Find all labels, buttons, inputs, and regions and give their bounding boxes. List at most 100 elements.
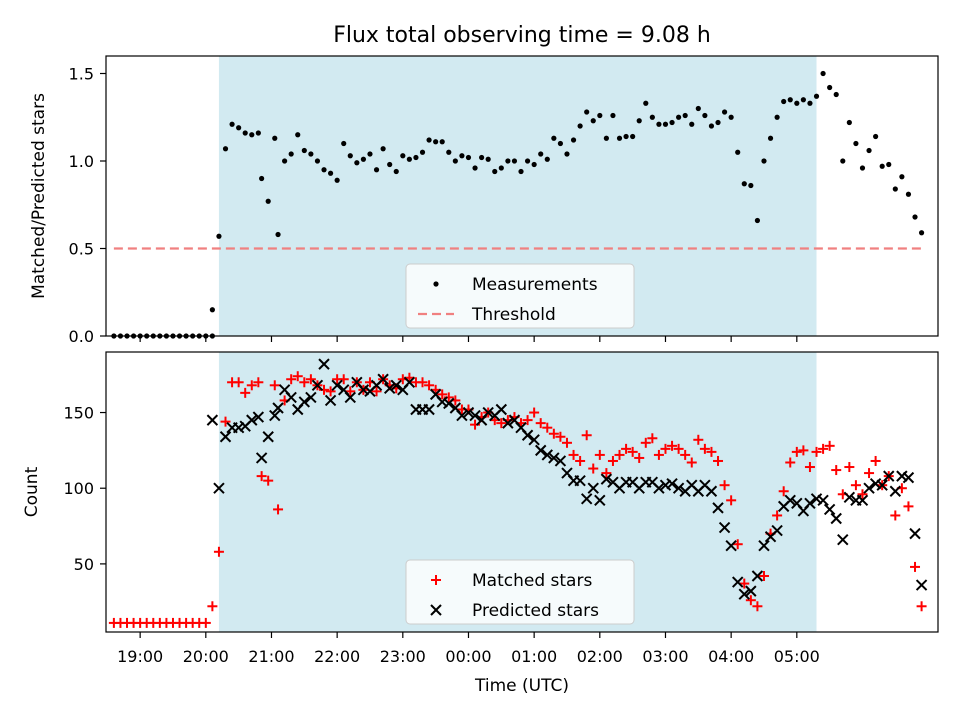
measurement-point: [406, 156, 412, 162]
measurement-point: [886, 161, 892, 168]
measurement-point: [518, 168, 524, 175]
matched-star-point: [785, 457, 796, 468]
measurement-point: [492, 168, 498, 175]
x-tick-label: 19:00: [117, 647, 163, 666]
matched-star-point: [305, 374, 316, 385]
matched-star-point: [804, 462, 815, 473]
measurement-point: [656, 121, 662, 127]
measurement-point: [879, 163, 885, 169]
measurement-point: [209, 307, 215, 313]
bottom-legend-label: Matched stars: [472, 571, 592, 591]
matched-star-point: [798, 445, 809, 456]
measurement-point: [498, 165, 504, 171]
predicted-star-point: [443, 397, 455, 410]
top-y-tick-label: 0.5: [69, 240, 94, 259]
measurement-point: [721, 109, 728, 115]
matched-star-point: [338, 374, 349, 385]
measurement-point: [564, 151, 570, 157]
top-legend: Measurements Threshold: [405, 263, 635, 329]
matched-star-point: [371, 386, 382, 397]
predicted-star-point: [909, 527, 921, 540]
predicted-star-point: [521, 429, 534, 441]
predicted-star-point: [324, 394, 337, 407]
bottom-legend: Matched stars Predicted stars: [405, 559, 635, 625]
measurement-point: [524, 158, 531, 164]
matched-star-point: [818, 443, 829, 454]
measurement-point: [610, 112, 616, 119]
matched-star-point: [548, 428, 559, 439]
matched-star-point: [910, 561, 921, 572]
matched-star-point: [529, 407, 540, 418]
measurement-point: [866, 147, 872, 154]
predicted-star-point: [502, 417, 514, 429]
measurement-point: [380, 146, 386, 152]
matched-star-point: [240, 387, 251, 398]
matched-star-point: [745, 595, 756, 606]
predicted-star-point: [804, 497, 816, 510]
predicted-star-point: [771, 524, 783, 537]
predicted-star-point: [758, 540, 770, 552]
measurement-point: [669, 119, 675, 126]
bottom-y-tick-label: 100: [63, 479, 94, 498]
measurement-point: [597, 112, 603, 119]
measurement-point: [827, 84, 833, 91]
measurement-point: [649, 114, 655, 120]
x-tick-label: 01:00: [511, 647, 557, 666]
matched-star-point: [581, 430, 592, 441]
matched-star-point: [758, 571, 769, 581]
matched-star-point: [496, 418, 507, 429]
measurement-point: [419, 149, 426, 155]
measurement-point: [570, 137, 577, 143]
bottom-axes-frame: [105, 351, 939, 633]
bottom-y-tick-label: 150: [63, 404, 94, 423]
measurement-point: [334, 177, 340, 183]
x-tick-label: 23:00: [380, 647, 426, 666]
matched-star-point: [575, 455, 586, 466]
matched-star-point: [273, 504, 284, 515]
predicted-star-point: [902, 471, 915, 484]
measurement-point: [360, 156, 367, 162]
measurement-point: [636, 118, 642, 124]
predicted-star-point: [843, 491, 856, 504]
predicted-star-point: [318, 358, 330, 370]
matched-star-point: [699, 443, 710, 454]
measurement-point: [354, 160, 360, 166]
matched-star-point: [561, 437, 572, 448]
predicted-star-point: [856, 494, 869, 507]
matched-star-point: [857, 489, 868, 500]
figure-title: Flux total observing time = 9.08 h: [333, 23, 711, 48]
predicted-star-point: [390, 379, 402, 392]
bottom-y-axis-label: Count: [22, 466, 42, 517]
measurement-point: [584, 109, 590, 115]
matched-star-point: [916, 601, 927, 612]
matched-star-point: [299, 377, 310, 388]
measurement-point: [465, 154, 472, 161]
measurement-point: [282, 158, 288, 164]
matched-star-point: [627, 446, 638, 457]
measurement-point: [544, 156, 550, 162]
measurement-point: [301, 147, 307, 154]
measurement-point: [616, 135, 623, 141]
x-tick-label: 21:00: [248, 647, 294, 666]
matched-star-point: [647, 433, 658, 444]
matched-star-point: [778, 486, 789, 497]
predicted-star-point: [423, 403, 435, 416]
matched-star-point: [732, 539, 743, 550]
measurement-point: [813, 93, 820, 99]
matched-star-point: [870, 455, 881, 466]
matched-star-point: [253, 377, 264, 388]
predicted-star-point: [837, 533, 849, 546]
matched-star-point: [634, 452, 645, 463]
measurement-point: [873, 133, 879, 140]
measurement-point: [308, 151, 314, 157]
matched-star-point: [693, 434, 704, 445]
predicted-star-point: [876, 479, 888, 491]
top-y-tick-label: 1.0: [69, 152, 94, 171]
predicted-star-point: [580, 493, 593, 505]
matched-star-point: [713, 455, 724, 466]
predicted-star-point: [456, 409, 468, 422]
legend-matched-marker: [431, 575, 441, 585]
matched-star-point: [850, 480, 861, 491]
measurement-point: [735, 149, 741, 155]
